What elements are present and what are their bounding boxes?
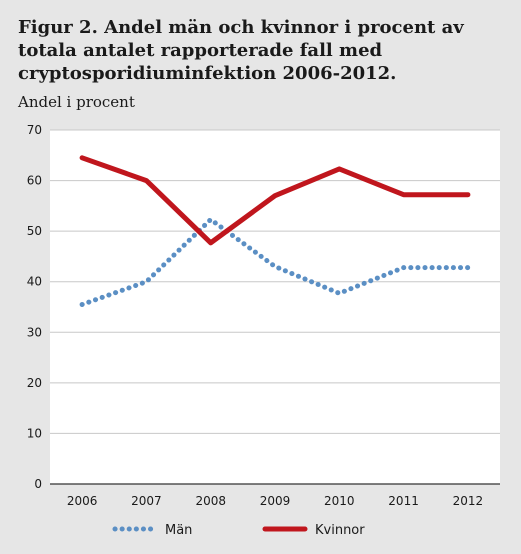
x-tick-label: 2007 [131, 494, 162, 508]
y-tick-label: 10 [27, 426, 42, 440]
y-axis-label: Andel i procent [18, 93, 135, 111]
y-tick-label: 30 [27, 325, 42, 339]
x-tick-label: 2009 [260, 494, 291, 508]
legend-label: Kvinnor [315, 523, 365, 538]
y-tick-label: 40 [27, 275, 42, 289]
x-tick-label: 2010 [324, 494, 355, 508]
y-tick-label: 20 [27, 376, 42, 390]
x-tick-label: 2006 [67, 494, 98, 508]
figure-title: Figur 2. Andel män och kvinnor i procent… [18, 17, 464, 84]
plot-area [50, 130, 500, 484]
x-tick-label: 2011 [388, 494, 419, 508]
y-tick-label: 60 [27, 174, 42, 188]
x-tick-label: 2008 [195, 494, 226, 508]
y-tick-label: 50 [27, 224, 42, 238]
legend-label: Män [165, 523, 192, 538]
y-tick-label: 70 [27, 123, 42, 137]
x-tick-label: 2012 [453, 494, 484, 508]
y-tick-label: 0 [34, 477, 42, 491]
